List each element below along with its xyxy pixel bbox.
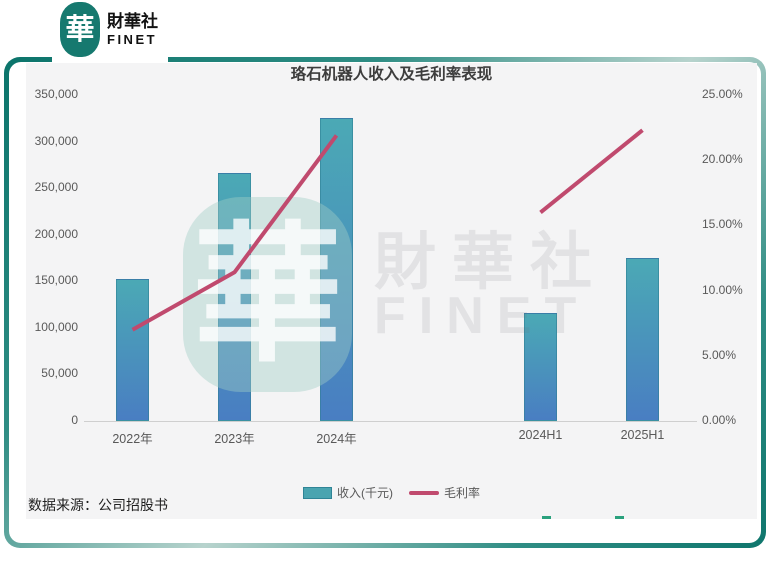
legend: 收入(千元) 毛利率 <box>26 484 757 501</box>
y-axis-right-tick-label: 20.00% <box>702 152 743 167</box>
revenue-bar <box>626 258 659 421</box>
x-axis-label: 2024H1 <box>518 428 563 442</box>
y-axis-right-tick-label: 10.00% <box>702 282 743 297</box>
finet-logo: 華 財華社 FINET <box>52 0 168 62</box>
decorative-dash <box>615 516 624 519</box>
y-axis-left-tick-label: 100,000 <box>34 319 78 334</box>
x-axis-label: 2025H1 <box>620 428 665 442</box>
y-axis-right-tick-label: 5.00% <box>702 347 737 362</box>
legend-line-swatch <box>408 490 439 495</box>
y-axis-left-tick-label: 300,000 <box>34 133 78 148</box>
y-axis-left-tick-label: 350,000 <box>34 87 78 101</box>
source-note: 数据来源：公司招股书 <box>28 497 168 513</box>
chart-title: 珞石机器人收入及毛利率表现 <box>290 66 493 83</box>
y-axis-right-tick-label: 25.00% <box>702 87 743 101</box>
legend-bar-swatch <box>302 486 332 499</box>
revenue-bar <box>524 312 557 421</box>
y-axis-right-tick-label: 0.00% <box>702 413 737 427</box>
x-axis-label: 2022年 <box>112 432 153 446</box>
y-axis-left-tick-label: 150,000 <box>34 273 78 288</box>
y-axis-left-tick-label: 0 <box>71 413 78 427</box>
legend-margin-label: 毛利率 <box>443 486 480 500</box>
revenue-bar <box>116 279 149 421</box>
y-axis-left-tick-label: 50,000 <box>41 366 78 381</box>
y-axis-left-tick-label: 250,000 <box>34 180 78 195</box>
finet-seal-icon: 華 <box>60 2 100 57</box>
revenue-bar <box>218 173 251 421</box>
revenue-bar <box>320 118 353 421</box>
brand-name-cn: 財華社 <box>107 12 158 31</box>
legend-revenue-label: 收入(千元) <box>336 486 393 500</box>
seal-character: 華 <box>65 12 95 46</box>
x-axis-line <box>84 421 697 422</box>
x-axis-label: 2023年 <box>214 432 255 446</box>
y-axis-right-tick-label: 15.00% <box>702 217 743 232</box>
x-axis-label: 2024年 <box>316 432 357 446</box>
decorative-dash <box>542 516 551 519</box>
logo-text: 財華社 FINET <box>107 12 158 47</box>
brand-name-en: FINET <box>107 31 158 47</box>
y-axis-left-tick-label: 200,000 <box>34 226 78 241</box>
